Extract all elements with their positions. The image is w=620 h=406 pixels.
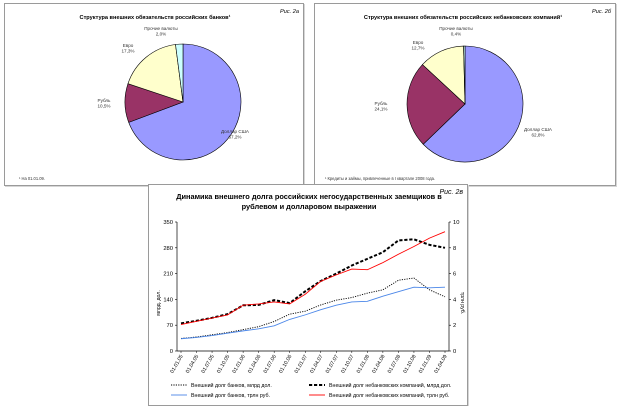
y-tick-label-right: 2 [453, 323, 456, 329]
slice-value-label: 2,0% [156, 32, 166, 37]
pie-slice [127, 44, 184, 103]
y-tick-label-left: 280 [163, 246, 173, 252]
y-tick-label-right: 4 [453, 297, 457, 303]
slice-label: Рубль [375, 101, 389, 106]
figure-label: Рис. 2в [440, 189, 464, 196]
x-tick-label: 01.10.06 [278, 354, 293, 375]
slice-value-label: 62,8% [531, 133, 544, 138]
x-tick-label: 01.07.05 [200, 354, 215, 375]
pie-slice [422, 45, 524, 163]
pie-panel-nonbank: Структура внешних обязательств российски… [314, 3, 616, 186]
y-tick-label-left: 140 [163, 297, 173, 303]
x-tick-label: 01.07.07 [325, 354, 340, 375]
legend-label: Внешний долг банков, млрд дол. [191, 382, 272, 389]
slice-label: Евро [413, 40, 424, 45]
x-tick-label: 01.07.06 [263, 354, 278, 375]
x-tick-label: 01.01.07 [294, 354, 309, 375]
x-tick-label: 01.07.08 [387, 354, 402, 375]
slice-label: Доллар США [524, 127, 553, 132]
slice-label: Доллар США [221, 129, 250, 134]
pie-chart-banks: Структура внешних обязательств российски… [19, 9, 299, 181]
pie-slice [463, 45, 466, 105]
x-tick-label: 01.01.06 [232, 354, 247, 375]
series-line [180, 277, 446, 339]
slice-label: Прочие валюты [144, 26, 177, 31]
x-tick-label: 01.04.06 [247, 354, 262, 375]
chart-footnote: ¹ Кредиты и займы, привлеченные в I квар… [325, 176, 435, 181]
pie-slice [128, 43, 242, 161]
y-tick-label-right: 10 [453, 220, 459, 226]
y-axis-right-label: трлн руб. [459, 292, 465, 314]
x-tick-label: 01.10.08 [402, 354, 417, 375]
y-tick-label-right: 6 [453, 272, 456, 278]
slice-value-label: 17,3% [121, 49, 134, 54]
chart-title-line1: Динамика внешнего долга российских негос… [176, 192, 442, 201]
pie-slice [406, 64, 466, 145]
slice-label: Прочие валюты [439, 26, 472, 31]
pie-chart-nonbank: Структура внешних обязательств российски… [325, 9, 612, 181]
y-tick-label-left: 210 [163, 272, 173, 278]
y-tick-label-right: 8 [453, 246, 456, 252]
figure-label: Рис. 2б [592, 9, 612, 15]
y-tick-label-right: 0 [453, 349, 456, 355]
x-tick-label: 01.04.09 [433, 354, 448, 375]
slice-value-label: 67,2% [228, 135, 241, 140]
x-tick-label: 01.10.07 [340, 354, 355, 375]
x-tick-label: 01.04.08 [371, 354, 386, 375]
legend-label: Внешний долг небанковских компаний, трлн… [329, 392, 449, 399]
x-tick-label: 01.04.07 [309, 354, 324, 375]
pie-panel-banks: Структура внешних обязательств российски… [4, 3, 304, 186]
y-tick-label-left: 0 [170, 349, 173, 355]
legend-label: Внешний долг небанковских компаний, млрд… [329, 382, 451, 389]
chart-title: Структура внешних обязательств российски… [364, 14, 562, 21]
slice-label: Рубль [98, 98, 112, 103]
x-tick-label: 01.01.05 [169, 354, 184, 375]
series-line [180, 286, 446, 340]
slice-value-label: 24,1% [374, 107, 387, 112]
series-line [180, 238, 446, 325]
slice-value-label: 10,5% [97, 104, 110, 109]
figure-label: Рис. 2а [280, 9, 299, 15]
x-tick-label: 01.01.08 [356, 354, 371, 375]
y-axis-left-label: млрд. дол. [156, 290, 162, 316]
chart-title: Структура внешних обязательств российски… [80, 14, 231, 21]
legend-label: Внешний долг банков, трлн руб. [191, 392, 270, 399]
x-tick-label: 01.04.05 [185, 354, 200, 375]
y-tick-label-left: 350 [163, 220, 173, 226]
pie-slice [175, 43, 184, 103]
chart-title-line2: рублевом и долларовом выражении [242, 202, 377, 211]
slice-value-label: 0,4% [451, 32, 461, 37]
x-tick-label: 01.01.09 [418, 354, 433, 375]
x-tick-label: 01.10.05 [216, 354, 231, 375]
y-tick-label-left: 70 [167, 323, 173, 329]
series-line [180, 231, 446, 326]
line-chart-debt: Динамика внешнего долга российских негос… [156, 189, 465, 399]
chart-footnote: ¹ На 01.01.09. [19, 176, 45, 181]
slice-value-label: 12,7% [411, 46, 424, 51]
slice-label: Евро [123, 43, 134, 48]
line-panel-debt: Динамика внешнего долга российских негос… [148, 184, 468, 406]
